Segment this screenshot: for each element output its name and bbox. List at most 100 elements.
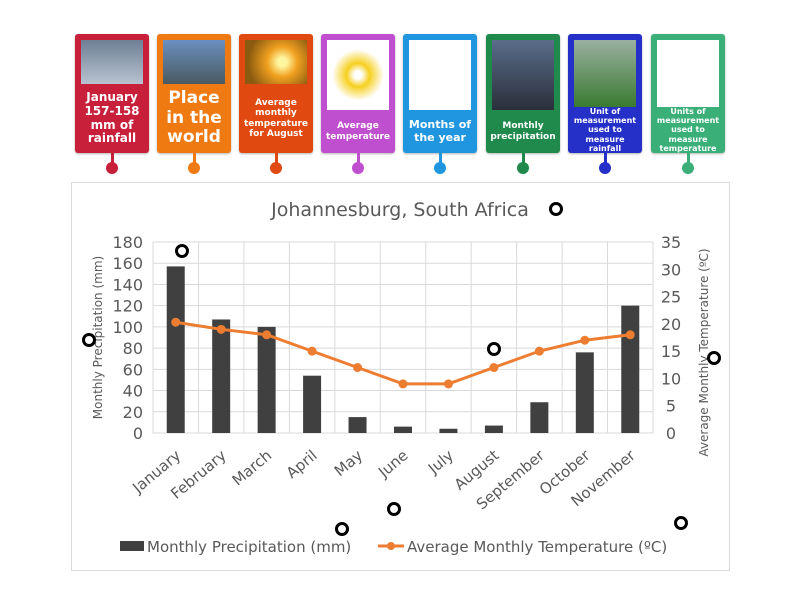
y2-tick-label: 20: [661, 315, 681, 334]
y-tick-label: 20: [123, 403, 143, 422]
card-label: Average temperature: [325, 121, 391, 142]
temperature-point: [262, 330, 272, 340]
precipitation-bar: [530, 402, 549, 433]
y-tick-label: 40: [123, 382, 143, 401]
y2-tick-label: 35: [661, 233, 681, 252]
drop-target[interactable]: [175, 244, 189, 258]
y-tick-label: 60: [123, 360, 143, 379]
precipitation-bar: [439, 428, 458, 433]
temperature-point: [534, 346, 544, 356]
y2-tick-label: 0: [666, 424, 676, 443]
precipitation-bar: [257, 326, 276, 433]
legend-label-temperature: Average Monthly Temperature (ºC): [407, 538, 667, 556]
drop-target[interactable]: [387, 502, 401, 516]
y2-tick-label: 30: [661, 260, 681, 279]
y-axis-title: Monthly Precipitation (mm): [91, 256, 105, 419]
drag-pin[interactable]: [517, 162, 529, 174]
precipitation-bar: [394, 426, 412, 433]
label-card[interactable]: Average monthly temperature for August: [239, 34, 313, 153]
drop-target[interactable]: [707, 351, 721, 365]
drop-target[interactable]: [487, 342, 501, 356]
drag-pin[interactable]: [599, 162, 611, 174]
drag-pin[interactable]: [270, 162, 282, 174]
y-tick-label: 80: [123, 339, 143, 358]
precipitation-bar: [212, 319, 231, 433]
card-label: January 157-158 mm of rainfall: [84, 89, 140, 146]
card-connector: [275, 153, 278, 165]
sun-thermometer-image: [327, 40, 389, 110]
precipitation-bar: [575, 352, 594, 433]
temperature-point: [489, 363, 499, 373]
card-label: Average monthly temperature for August: [243, 97, 309, 139]
drag-pin[interactable]: [352, 162, 364, 174]
drop-target[interactable]: [674, 516, 688, 530]
drag-pin[interactable]: [188, 162, 200, 174]
y-tick-label: 160: [112, 254, 143, 273]
city-skyline-photo: [163, 40, 225, 84]
x-tick-label: May: [331, 446, 366, 480]
card-label: Monthly precipitation: [490, 121, 556, 142]
y2-tick-label: 5: [666, 397, 676, 416]
label-card[interactable]: Monthly precipitation: [486, 34, 560, 153]
drop-target[interactable]: [335, 522, 349, 536]
precipitation-bar: [303, 375, 322, 433]
drag-pin[interactable]: [682, 162, 694, 174]
thermometer-image: [657, 40, 719, 108]
y-tick-label: 140: [112, 275, 143, 294]
legend-swatch-precipitation: [120, 541, 144, 551]
rainy-street-photo: [492, 40, 554, 110]
y-tick-label: 100: [112, 318, 143, 337]
label-card[interactable]: Units of measurement used to measure tem…: [651, 34, 725, 153]
chart-title: Johannesburg, South Africa: [270, 199, 529, 221]
label-card[interactable]: Average temperature: [321, 34, 395, 153]
drop-target[interactable]: [549, 202, 563, 216]
sun-photo: [245, 40, 307, 84]
temperature-point: [353, 363, 363, 373]
temperature-point: [307, 346, 317, 356]
rain-gauge-photo: [574, 40, 636, 108]
label-card[interactable]: Unit of measurement used to measure rain…: [568, 34, 642, 153]
y2-tick-label: 15: [661, 342, 681, 361]
temperature-point: [625, 330, 635, 340]
y2-tick-label: 25: [661, 288, 681, 307]
card-connector: [439, 153, 442, 165]
rain-photo: [81, 40, 143, 84]
y-tick-label: 120: [112, 297, 143, 316]
chart-container: Johannesburg, South Africa 0 20 40 60 80 100 12…: [71, 182, 730, 571]
temperature-point: [398, 379, 408, 389]
x-tick-label: April: [283, 446, 321, 482]
drag-pin[interactable]: [434, 162, 446, 174]
temperature-point: [580, 335, 590, 345]
y2-axis-title: Average Monthly Temperature (ºC): [697, 248, 711, 456]
legend-label-precipitation: Monthly Precipitation (mm): [147, 538, 351, 556]
card-label: Units of measurement used to measure tem…: [656, 107, 720, 153]
card-connector: [193, 153, 196, 165]
drag-pin[interactable]: [106, 162, 118, 174]
label-card[interactable]: Place in the world: [157, 34, 231, 153]
climate-chart: Johannesburg, South Africa 0 20 40 60 80 100 12…: [91, 199, 711, 556]
x-tick-label: July: [424, 446, 457, 478]
x-tick-label: March: [229, 446, 276, 489]
card-connector: [604, 153, 607, 165]
card-label: Place in the world: [166, 88, 222, 148]
label-card[interactable]: January 157-158 mm of rainfall: [75, 34, 149, 153]
x-tick-label: June: [374, 446, 411, 481]
y-tick-label: 0: [133, 424, 143, 443]
card-label: Unit of measurement used to measure rain…: [573, 107, 637, 153]
card-connector: [522, 153, 525, 165]
temperature-point: [171, 317, 181, 327]
card-connector: [687, 153, 690, 165]
temperature-point: [216, 324, 226, 334]
legend-marker-temperature: [387, 542, 395, 550]
precipitation-bar: [166, 266, 185, 433]
card-label: Months of the year: [408, 117, 472, 144]
temperature-point: [443, 379, 453, 389]
precipitation-bar: [621, 305, 640, 433]
label-card[interactable]: Months of the year: [403, 34, 477, 153]
precipitation-bar: [348, 417, 367, 433]
drop-target[interactable]: [82, 333, 96, 347]
card-connector: [357, 153, 360, 165]
y-tick-label: 180: [112, 233, 143, 252]
precipitation-bar: [484, 425, 503, 433]
card-connector: [111, 153, 114, 165]
